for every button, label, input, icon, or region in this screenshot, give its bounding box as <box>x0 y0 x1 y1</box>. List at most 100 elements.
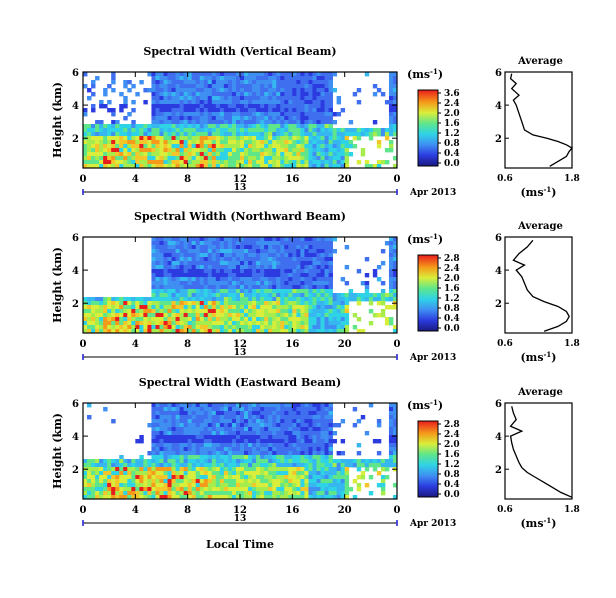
heatmap-cell <box>115 459 120 464</box>
heatmap-cell <box>300 261 305 266</box>
heatmap-cell <box>231 277 237 282</box>
heatmap-cell <box>203 321 209 326</box>
heatmap-cell <box>260 491 265 496</box>
heatmap-cell <box>256 140 261 145</box>
heatmap-cell <box>264 309 269 314</box>
heatmap-cell <box>223 305 229 310</box>
heatmap-cell <box>304 277 309 282</box>
heatmap-cell <box>272 237 277 242</box>
heatmap-cell <box>256 241 261 246</box>
heatmap-cell <box>320 297 325 302</box>
heatmap-cell <box>320 116 325 121</box>
heatmap-cell <box>272 148 277 153</box>
heatmap-cell <box>364 273 370 278</box>
heatmap-cell <box>320 419 325 424</box>
heatmap-cell <box>308 108 313 113</box>
heatmap-cell <box>203 104 209 109</box>
heatmap-cell <box>95 132 100 137</box>
heatmap-cell <box>280 120 285 125</box>
heatmap-cell <box>364 459 370 464</box>
heatmap-cell <box>183 72 189 77</box>
heatmap-cell <box>352 495 358 500</box>
heatmap-cell <box>91 164 96 169</box>
heatmap-cell <box>151 451 156 456</box>
heatmap-cell <box>163 269 168 274</box>
heatmap-cell <box>388 108 394 113</box>
heatmap-cell <box>240 144 245 149</box>
heatmap-cell <box>219 467 225 472</box>
heatmap-cell <box>268 293 273 298</box>
heatmap-cell <box>179 289 185 294</box>
heatmap-cell <box>227 249 233 254</box>
heatmap-cell <box>95 305 100 310</box>
heatmap-cell <box>167 249 172 254</box>
heatmap-cell <box>276 88 281 93</box>
heatmap-cell <box>308 100 313 105</box>
heatmap-cell <box>163 112 168 117</box>
heatmap-cell <box>336 317 342 322</box>
heatmap-cell <box>211 152 217 157</box>
heatmap-cell <box>215 483 221 488</box>
heatmap-cell <box>235 281 241 286</box>
heatmap-cell <box>260 427 265 432</box>
heatmap-cell <box>207 241 213 246</box>
heatmap-cell <box>324 140 329 145</box>
heatmap-cell <box>240 148 245 153</box>
heatmap-cell <box>227 257 233 262</box>
heatmap-cell <box>344 467 350 472</box>
y-axis-label: Height (km) <box>51 82 64 158</box>
heatmap-cell <box>300 72 305 77</box>
heatmap-cell <box>87 297 92 302</box>
heatmap-cell <box>203 132 209 137</box>
heatmap-cell <box>211 411 217 416</box>
heatmap-cell <box>344 495 350 500</box>
heatmap-cell <box>103 297 108 302</box>
heatmap-cell <box>215 467 221 472</box>
heatmap-cell <box>348 487 354 492</box>
heatmap-cell <box>292 265 297 270</box>
heatmap-cell <box>292 459 297 464</box>
heatmap-cell <box>203 411 209 416</box>
y-tick-label: 4 <box>72 266 79 277</box>
heatmap-cell <box>360 475 366 480</box>
heatmap-cell <box>235 293 241 298</box>
heatmap-cell <box>219 156 225 161</box>
heatmap-cell <box>203 325 209 330</box>
heatmap-cell <box>252 156 257 161</box>
heatmap-cell <box>316 495 321 500</box>
heatmap-cell <box>380 467 386 472</box>
heatmap-cell <box>276 407 281 412</box>
heatmap-cell <box>91 140 96 145</box>
heatmap-cell <box>171 471 176 476</box>
heatmap-cell <box>320 317 325 322</box>
heatmap-cell <box>316 419 321 424</box>
heatmap-cell <box>300 140 305 145</box>
heatmap-cell <box>244 96 249 101</box>
heatmap-cell <box>288 297 293 302</box>
heatmap-cell <box>324 309 329 314</box>
heatmap-cell <box>183 423 189 428</box>
heatmap-cell <box>300 483 305 488</box>
heatmap-cell <box>264 144 269 149</box>
heatmap-cell <box>340 317 346 322</box>
heatmap-title: Spectral Width (Vertical Beam) <box>143 45 336 58</box>
heatmap-cell <box>167 313 172 318</box>
heatmap-cell <box>244 136 249 141</box>
heatmap-cell <box>207 459 213 464</box>
heatmap-cell <box>219 475 225 480</box>
heatmap-cell <box>252 277 257 282</box>
heatmap-cell <box>264 152 269 157</box>
heatmap-cell <box>135 467 140 472</box>
heatmap-cell <box>203 301 209 306</box>
heatmap-cell <box>320 241 325 246</box>
heatmap-cell <box>340 321 346 326</box>
heatmap-cell <box>191 423 197 428</box>
heatmap-cell <box>227 80 233 85</box>
heatmap-cell <box>187 415 193 420</box>
heatmap-cell <box>304 281 309 286</box>
heatmap-cell <box>392 415 398 420</box>
heatmap-cell <box>300 108 305 113</box>
heatmap-cell <box>256 407 261 412</box>
heatmap-cell <box>235 269 241 274</box>
heatmap-cell <box>364 293 370 298</box>
